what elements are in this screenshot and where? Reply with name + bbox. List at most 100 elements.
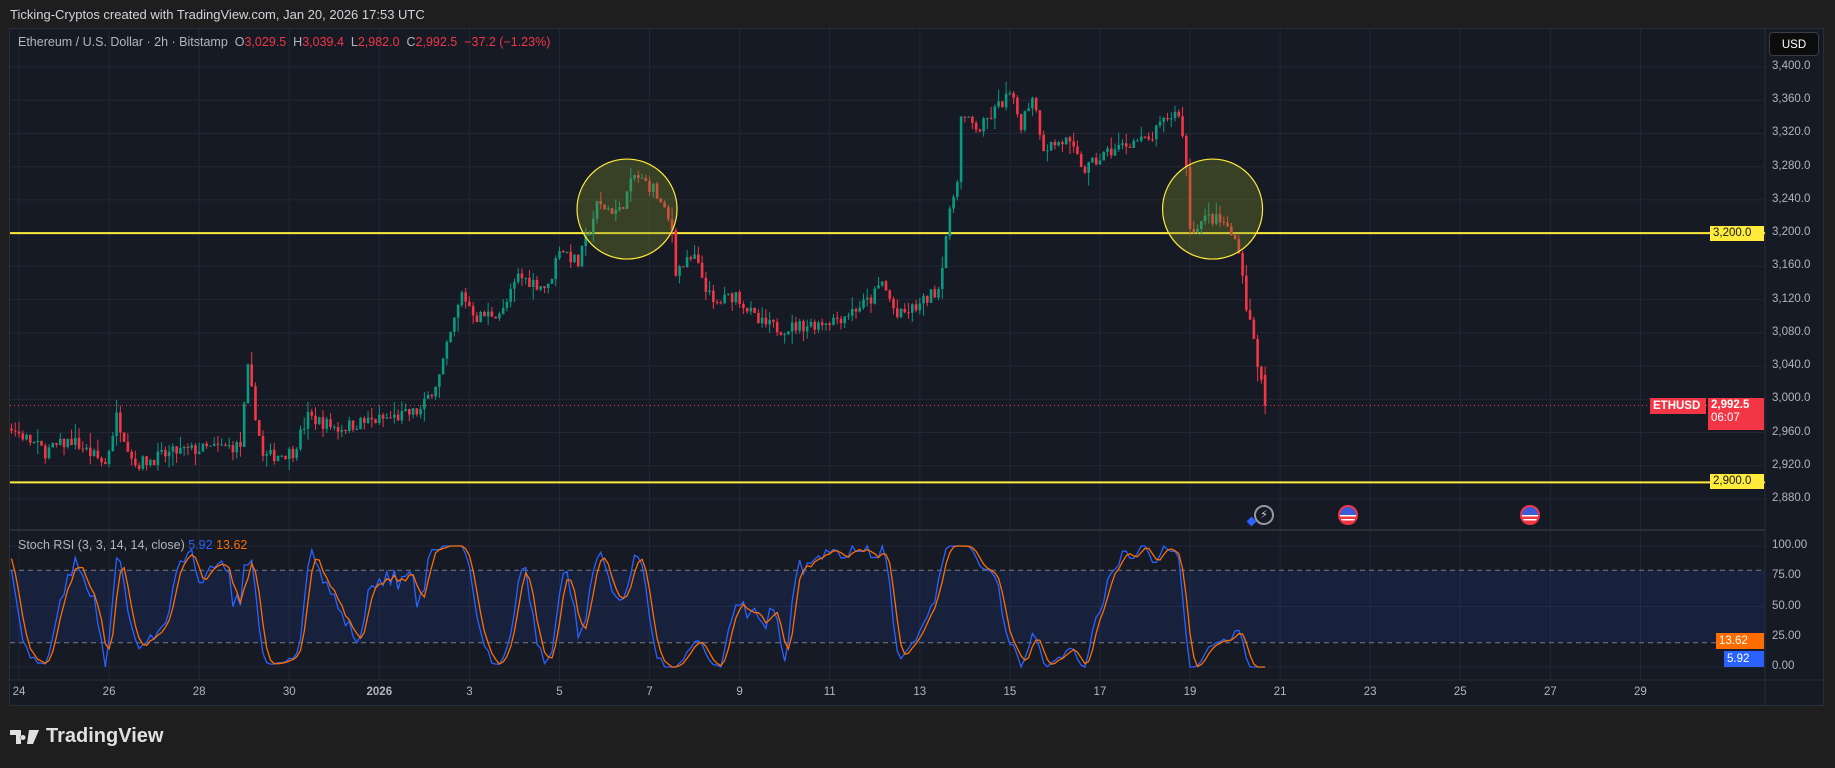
high-label: H bbox=[293, 35, 303, 49]
candle-body bbox=[363, 418, 366, 423]
candle-body bbox=[250, 364, 254, 387]
candle-body bbox=[787, 331, 790, 335]
rsi-tick: 75.00 bbox=[1772, 569, 1801, 582]
candle-body bbox=[475, 315, 479, 323]
candle-body bbox=[633, 175, 636, 179]
candle-body bbox=[393, 414, 396, 418]
top-bar: Ticking-Cryptos created with TradingView… bbox=[0, 0, 1835, 28]
time-tick: 19 bbox=[1183, 686, 1197, 698]
time-tick: 7 bbox=[646, 686, 653, 698]
symbol-legend: Ethereum / U.S. Dollar · 2h · Bitstamp O… bbox=[18, 35, 550, 49]
bar-countdown: 06:07 bbox=[1711, 412, 1740, 424]
candle-body bbox=[524, 277, 527, 279]
candle-body bbox=[340, 429, 344, 432]
candle-body bbox=[719, 302, 723, 304]
candle-body bbox=[186, 446, 190, 448]
candle-body bbox=[941, 267, 944, 289]
candle-body bbox=[550, 278, 554, 284]
candle-body bbox=[276, 456, 280, 462]
time-tick: 13 bbox=[913, 686, 927, 698]
last-price-tag: 2,992.5 06:07 bbox=[1708, 398, 1764, 430]
level-tag-2900: 2,900.0 bbox=[1710, 474, 1764, 489]
candle-body bbox=[1136, 140, 1139, 142]
candle-body bbox=[1031, 97, 1034, 109]
chart-panel[interactable] bbox=[9, 28, 1824, 706]
candle-body bbox=[794, 322, 798, 331]
candle-body bbox=[419, 409, 422, 415]
candle-body bbox=[1083, 166, 1087, 173]
candle-body bbox=[126, 441, 130, 452]
candle-body bbox=[697, 254, 700, 263]
candle-body bbox=[25, 434, 28, 440]
us-flag-icon[interactable] bbox=[1338, 505, 1358, 525]
candle-body bbox=[1154, 125, 1158, 140]
candle-body bbox=[456, 305, 460, 318]
candle-body bbox=[272, 449, 276, 462]
candle-body bbox=[1008, 93, 1012, 95]
candle-body bbox=[411, 408, 415, 415]
candle-body bbox=[926, 295, 929, 303]
candle-body bbox=[775, 321, 779, 333]
candle-body bbox=[1169, 118, 1173, 120]
candle-body bbox=[963, 116, 967, 118]
candle-body bbox=[543, 286, 546, 289]
candle-body bbox=[565, 251, 569, 253]
candle-body bbox=[1019, 114, 1023, 130]
candle-body bbox=[385, 417, 389, 419]
candle-body bbox=[978, 129, 982, 132]
tradingview-logo[interactable]: TradingView bbox=[10, 725, 163, 748]
candle-body bbox=[546, 283, 550, 289]
candle-body bbox=[520, 273, 524, 279]
candle-body bbox=[1184, 136, 1188, 167]
candle-body bbox=[997, 101, 1000, 107]
candle-body bbox=[610, 208, 614, 214]
candle-body bbox=[242, 403, 246, 447]
candle-body bbox=[704, 277, 708, 292]
candle-body bbox=[1248, 310, 1252, 320]
time-tick: 25 bbox=[1453, 686, 1467, 698]
candle-body bbox=[1158, 121, 1162, 126]
candle-body bbox=[17, 431, 21, 434]
candle-body bbox=[104, 462, 107, 465]
candle-body bbox=[1001, 101, 1004, 108]
candle-body bbox=[625, 191, 629, 209]
price-tick: 3,200.0 bbox=[1772, 226, 1811, 239]
candle-body bbox=[1064, 137, 1068, 145]
candle-body bbox=[892, 298, 895, 309]
candle-body bbox=[254, 386, 257, 421]
price-tick: 3,080.0 bbox=[1772, 325, 1811, 338]
candle-body bbox=[366, 417, 370, 423]
candle-body bbox=[1034, 97, 1038, 111]
candle-body bbox=[621, 207, 625, 209]
candle-body bbox=[306, 411, 310, 429]
candle-body bbox=[1166, 117, 1169, 120]
candle-body bbox=[1233, 235, 1237, 240]
lightning-icon[interactable]: ⚡ bbox=[1254, 505, 1274, 525]
candle-body bbox=[179, 448, 182, 454]
candle-body bbox=[854, 308, 858, 312]
candle-body bbox=[96, 450, 100, 459]
candle-body bbox=[813, 321, 817, 330]
candle-body bbox=[614, 209, 618, 214]
candle-body bbox=[62, 438, 66, 448]
us-flag-icon[interactable] bbox=[1520, 505, 1540, 525]
candle-body bbox=[396, 414, 400, 421]
candle-body bbox=[584, 235, 588, 247]
candle-body bbox=[779, 332, 783, 335]
candle-body bbox=[907, 312, 910, 314]
currency-button[interactable]: USD bbox=[1769, 32, 1819, 56]
candle-body bbox=[1124, 143, 1128, 147]
candle-body bbox=[948, 208, 952, 237]
candle-body bbox=[862, 299, 865, 308]
candle-body bbox=[685, 257, 689, 268]
candle-body bbox=[1151, 139, 1154, 141]
candle-body bbox=[558, 250, 561, 259]
candle-body bbox=[209, 445, 212, 447]
candle-body bbox=[678, 266, 681, 276]
candle-body bbox=[13, 430, 17, 432]
candle-body bbox=[141, 456, 145, 469]
candle-body bbox=[629, 178, 633, 192]
candle-body bbox=[205, 443, 208, 447]
rsi-d-tag: 13.62 bbox=[1716, 633, 1764, 649]
